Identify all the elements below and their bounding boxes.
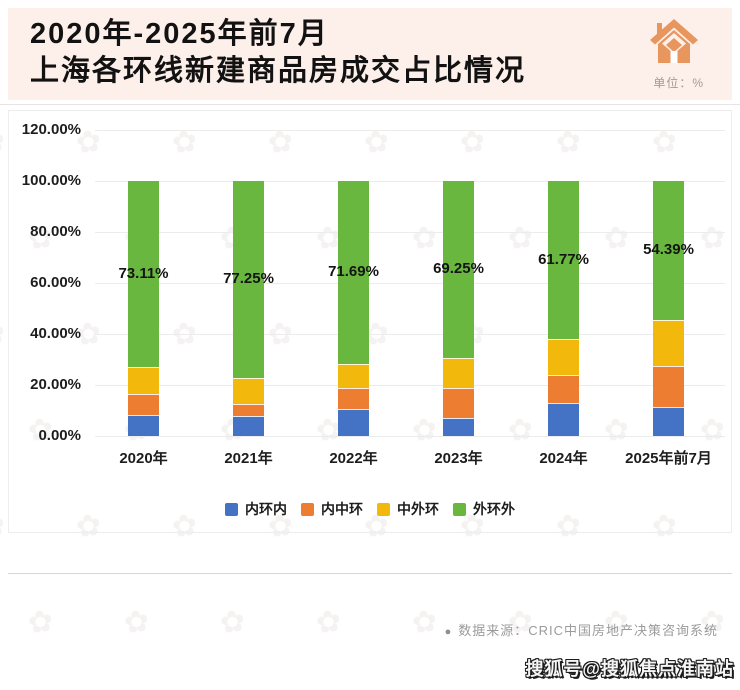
legend-swatch-icon <box>377 502 390 516</box>
x-axis-tick-label: 2024年 <box>539 450 588 467</box>
y-axis-tick-label: 100.00% <box>21 172 81 189</box>
house-icon <box>650 19 698 63</box>
pattern-glyph: ✿ <box>121 604 152 641</box>
bar-segment-outer-ring <box>548 181 579 339</box>
gridline <box>95 283 725 284</box>
legend-swatch-icon <box>453 502 466 516</box>
legend-item-inner-ring: 内环内 <box>225 499 287 519</box>
pattern-glyph: ✿ <box>25 604 56 641</box>
bar-data-label: 69.25% <box>433 260 484 278</box>
legend-item-middle-outer-ring: 中外环 <box>377 499 439 519</box>
pattern-glyph: ✿ <box>313 604 344 641</box>
unit-label: 单位：% <box>653 76 704 90</box>
bar-segment-outer-ring <box>233 181 264 378</box>
bar-segment-outer-ring <box>653 181 684 320</box>
data-source-text: 数据来源：CRIC中国房地产决策咨询系统 <box>458 623 718 638</box>
footer-divider <box>8 573 732 574</box>
legend-swatch-icon <box>225 502 238 516</box>
gridline <box>95 385 725 386</box>
chart-panel: 120.00% 100.00% 80.00% 60.00% 40.00% 20.00% 0.… <box>8 110 732 533</box>
bar-segment-inner-middle-ring <box>548 375 579 404</box>
y-axis-tick-label: 40.00% <box>30 325 81 342</box>
bar-segment-inner-ring <box>233 416 264 436</box>
data-source-line: ● 数据来源：CRIC中国房地产决策咨询系统 <box>445 620 718 639</box>
legend-item-outer-ring: 外环外 <box>453 499 515 519</box>
pattern-glyph: ✿ <box>409 604 440 641</box>
x-axis-tick-label: 2021年 <box>224 450 273 467</box>
bar-segment-inner-middle-ring <box>443 388 474 419</box>
pattern-glyph: ✿ <box>217 604 248 641</box>
bar-segment-inner-middle-ring <box>233 403 264 417</box>
x-axis-tick-label: 2022年 <box>329 450 378 467</box>
pattern-glyph: ✿ <box>0 124 8 161</box>
legend-label: 中外环 <box>397 501 439 517</box>
bar-data-label: 71.69% <box>328 263 379 281</box>
title-line-2: 上海各环线新建商品房成交占比情况 <box>30 55 527 87</box>
bar-data-label: 61.77% <box>538 250 589 268</box>
legend-label: 外环外 <box>473 501 515 517</box>
bar-segment-inner-ring <box>128 414 159 436</box>
legend-label: 内环内 <box>245 501 287 517</box>
bar-segment-outer-ring <box>338 181 369 364</box>
bar-segment-inner-ring <box>653 407 684 436</box>
bar-segment-inner-ring <box>443 418 474 436</box>
y-axis-tick-label: 20.00% <box>30 376 81 393</box>
bar-data-label: 73.11% <box>118 265 169 283</box>
x-axis-tick-label: 2020年 <box>119 450 168 467</box>
bar-data-label: 54.39% <box>643 241 694 259</box>
bar-segment-middle-outer-ring <box>338 363 369 389</box>
bar-segment-inner-middle-ring <box>653 365 684 408</box>
bar-segment-inner-ring <box>548 403 579 436</box>
bar-segment-middle-outer-ring <box>443 357 474 389</box>
bar-data-label: 77.25% <box>223 270 274 288</box>
sohu-watermark: 搜狐号@搜狐焦点淮南站 <box>525 659 734 679</box>
gridline <box>95 334 725 335</box>
bar-segment-inner-middle-ring <box>338 388 369 410</box>
legend-label: 内中环 <box>321 501 363 517</box>
gridline <box>95 232 725 233</box>
x-axis-tick-label: 2025年前7月 <box>625 450 712 467</box>
legend-item-inner-middle-ring: 内中环 <box>301 499 363 519</box>
bar-segment-middle-outer-ring <box>128 367 159 395</box>
header-banner: 2020年-2025年前7月 上海各环线新建商品房成交占比情况 单位：% <box>8 8 732 100</box>
chart-legend: 内环内 内中环 中外环 外环外 <box>9 499 731 519</box>
gridline <box>95 181 725 182</box>
gridline <box>95 130 725 131</box>
y-axis-tick-label: 60.00% <box>30 274 81 291</box>
bar-segment-middle-outer-ring <box>233 378 264 404</box>
bar-segment-inner-ring <box>338 409 369 436</box>
title-line-1: 2020年-2025年前7月 <box>30 18 329 50</box>
bar-segment-middle-outer-ring <box>548 338 579 376</box>
bullet-icon: ● <box>444 626 453 638</box>
bar-segment-outer-ring <box>128 181 159 368</box>
pattern-glyph: ✿ <box>0 508 8 545</box>
gridline <box>95 436 725 437</box>
header-divider <box>0 104 740 105</box>
y-axis-tick-label: 80.00% <box>30 223 81 240</box>
plot-area: 120.00% 100.00% 80.00% 60.00% 40.00% 20.00% 0.… <box>9 111 731 532</box>
legend-swatch-icon <box>301 502 314 516</box>
bar-segment-middle-outer-ring <box>653 319 684 366</box>
bar-segment-inner-middle-ring <box>128 394 159 415</box>
y-axis-tick-label: 120.00% <box>21 121 81 138</box>
y-axis-tick-label: 0.00% <box>38 427 81 444</box>
x-axis-tick-label: 2023年 <box>434 450 483 467</box>
page-title: 2020年-2025年前7月 上海各环线新建商品房成交占比情况 <box>30 16 526 90</box>
pattern-glyph: ✿ <box>0 316 8 353</box>
bar-segment-outer-ring <box>443 181 474 358</box>
